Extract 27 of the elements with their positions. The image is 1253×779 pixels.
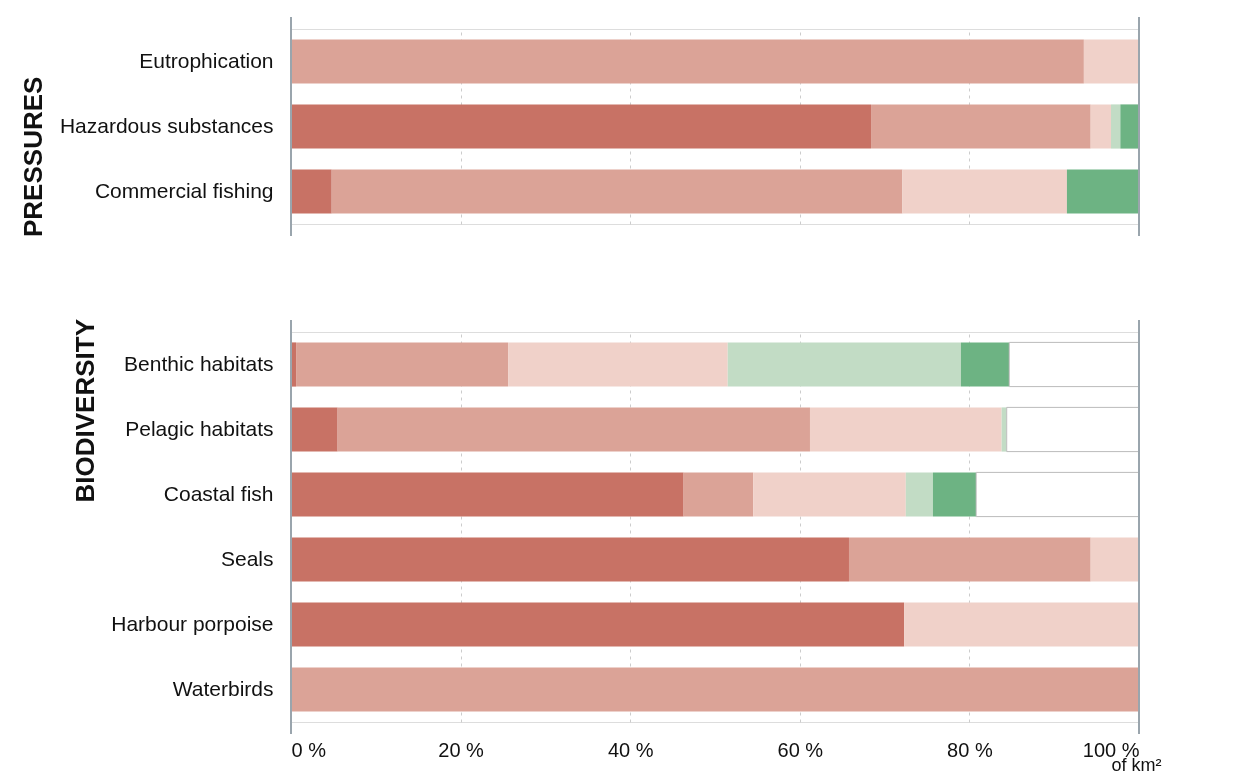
- bar: [291, 39, 1084, 84]
- x-tick-label: 80 %: [947, 738, 993, 761]
- bar: [871, 104, 1091, 149]
- x-tick-label: 20 %: [438, 738, 485, 761]
- bar: [291, 169, 332, 214]
- x-tick-label: 60 %: [777, 738, 824, 761]
- bar: [1120, 104, 1139, 149]
- y-tick-label: Commercial fishing: [94, 178, 274, 202]
- y-tick-label: Pelagic habitats: [125, 416, 274, 440]
- y-tick-label: Harbour porpoise: [111, 611, 274, 635]
- y-tick-label: Seals: [220, 546, 274, 570]
- bar: [1083, 39, 1139, 84]
- bar: [902, 169, 1067, 214]
- text: BIODIVERSITY: [69, 319, 100, 503]
- bar: [1066, 169, 1139, 214]
- bar: [291, 104, 872, 149]
- y-tick-label: Eutrophication: [139, 48, 274, 72]
- bar: [1111, 104, 1121, 149]
- bar: [1090, 104, 1112, 149]
- y-tick-label: Waterbirds: [172, 676, 274, 700]
- x-tick-label: 0 %: [291, 738, 327, 761]
- y-tick-label: Hazardous substances: [59, 113, 274, 137]
- y-tick-label: Coastal fish: [163, 481, 274, 505]
- text: PRESSURES: [18, 76, 49, 237]
- y-tick-label: Benthic habitats: [124, 351, 274, 375]
- x-tick-label: 40 %: [607, 738, 654, 761]
- bar: [331, 169, 903, 214]
